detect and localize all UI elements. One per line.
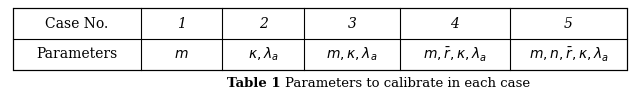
Text: $m, \bar{r}, \kappa, \lambda_a$: $m, \bar{r}, \kappa, \lambda_a$ (423, 45, 487, 64)
FancyBboxPatch shape (13, 8, 627, 70)
Text: $\kappa, \lambda_a$: $\kappa, \lambda_a$ (248, 46, 278, 63)
Text: 2: 2 (259, 17, 268, 31)
Text: 3: 3 (348, 17, 356, 31)
Text: $m, \kappa, \lambda_a$: $m, \kappa, \lambda_a$ (326, 46, 378, 63)
Text: Table 1: Table 1 (227, 77, 281, 90)
Text: Parameters to calibrate in each case: Parameters to calibrate in each case (268, 77, 530, 90)
Text: Case No.: Case No. (45, 17, 108, 31)
Text: 1: 1 (177, 17, 186, 31)
Text: 5: 5 (564, 17, 573, 31)
Text: $m$: $m$ (174, 47, 189, 61)
Text: 4: 4 (451, 17, 460, 31)
Text: $m, n, \bar{r}, \kappa, \lambda_a$: $m, n, \bar{r}, \kappa, \lambda_a$ (529, 45, 609, 64)
Text: Parameters: Parameters (36, 47, 117, 61)
